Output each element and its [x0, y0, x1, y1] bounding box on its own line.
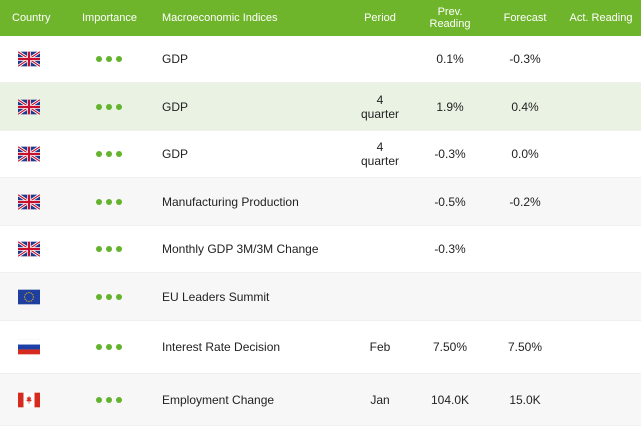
table-row[interactable]: GDP 4 quarter 1.9% 0.4%	[0, 83, 641, 131]
canada-flag-icon	[18, 392, 40, 407]
prev-reading-cell: -0.3%	[434, 242, 466, 256]
prev-reading-cell: 0.1%	[436, 52, 464, 66]
forecast-cell: 15.0K	[509, 392, 541, 407]
importance-dot	[116, 56, 122, 62]
table-row[interactable]: Employment Change Jan 104.0K 15.0K	[0, 374, 641, 426]
importance-dot	[96, 344, 102, 350]
forecast-cell: -0.2%	[509, 194, 541, 209]
period-cell: 4 quarter	[360, 92, 400, 121]
importance-dot	[106, 198, 112, 205]
indicator-name: Monthly GDP 3M/3M Change	[162, 242, 319, 256]
table-row[interactable]: GDP 4 quarter -0.3% 0.0%	[0, 131, 641, 178]
economic-calendar-table: Country Importance Macroeconomic Indices…	[0, 0, 641, 426]
importance-indicator	[96, 151, 122, 157]
importance-dot	[116, 396, 122, 403]
uk-flag-icon	[18, 241, 40, 257]
importance-indicator	[96, 293, 122, 300]
importance-dot	[116, 151, 122, 157]
uk-flag-icon	[18, 146, 40, 162]
importance-indicator	[96, 396, 122, 403]
russia-flag-icon	[18, 339, 40, 355]
header-country[interactable]: Country	[12, 12, 51, 24]
prev-reading-cell: 1.9%	[436, 99, 464, 114]
header-indices[interactable]: Macroeconomic Indices	[162, 12, 278, 24]
indicator-name: GDP	[162, 52, 189, 66]
importance-indicator	[96, 198, 122, 205]
table-row[interactable]: Interest Rate Decision Feb 7.50% 7.50%	[0, 321, 641, 374]
importance-dot	[106, 151, 112, 157]
table-row[interactable]: EU Leaders Summit	[0, 273, 641, 321]
prev-reading-cell: 104.0K	[430, 392, 470, 407]
importance-dot	[106, 246, 112, 252]
header-actual-reading[interactable]: Act. Reading	[569, 12, 633, 24]
importance-indicator	[96, 103, 122, 110]
period-cell: 4 quarter	[360, 140, 400, 168]
importance-dot	[96, 151, 102, 157]
importance-dot	[116, 246, 122, 252]
indicator-name: Interest Rate Decision	[162, 340, 281, 354]
indicator-name: Employment Change	[162, 392, 275, 407]
importance-dot	[106, 396, 112, 403]
importance-dot	[106, 293, 112, 300]
importance-dot	[96, 103, 102, 110]
importance-indicator	[96, 344, 122, 350]
indicator-name: Manufacturing Production	[162, 194, 299, 209]
forecast-cell: -0.3%	[509, 52, 541, 66]
forecast-cell: 0.4%	[511, 99, 539, 114]
importance-dot	[96, 198, 102, 205]
uk-flag-icon	[18, 99, 40, 114]
importance-dot	[96, 396, 102, 403]
table-row[interactable]: Manufacturing Production -0.5% -0.2%	[0, 178, 641, 226]
importance-dot	[106, 344, 112, 350]
table-row[interactable]: Monthly GDP 3M/3M Change -0.3%	[0, 226, 641, 273]
importance-dot	[96, 246, 102, 252]
importance-dot	[106, 103, 112, 110]
eu-flag-icon	[18, 289, 40, 304]
header-period[interactable]: Period	[364, 12, 396, 24]
prev-reading-cell: 7.50%	[432, 340, 468, 354]
indicator-name: GDP	[162, 147, 189, 161]
uk-flag-icon	[18, 51, 40, 67]
importance-indicator	[96, 246, 122, 252]
table-header: Country Importance Macroeconomic Indices…	[0, 0, 641, 36]
forecast-cell: 7.50%	[507, 340, 543, 354]
forecast-cell: 0.0%	[511, 147, 539, 161]
indicator-name: EU Leaders Summit	[162, 289, 270, 304]
importance-dot	[116, 293, 122, 300]
importance-dot	[116, 344, 122, 350]
header-forecast[interactable]: Forecast	[503, 12, 547, 24]
prev-reading-cell: -0.3%	[434, 147, 466, 161]
importance-indicator	[96, 56, 122, 62]
header-importance[interactable]: Importance	[82, 12, 138, 24]
importance-dot	[106, 56, 112, 62]
importance-dot	[116, 103, 122, 110]
period-cell: Feb	[369, 340, 391, 354]
table-row[interactable]: GDP 0.1% -0.3%	[0, 36, 641, 83]
importance-dot	[116, 198, 122, 205]
importance-dot	[96, 56, 102, 62]
prev-reading-cell: -0.5%	[434, 194, 466, 209]
period-cell: Jan	[370, 392, 390, 407]
indicator-name: GDP	[162, 99, 189, 114]
table-body: GDP 0.1% -0.3% GDP 4 quarter 1.9% 0.4% GDP 4 qua…	[0, 36, 641, 426]
importance-dot	[96, 293, 102, 300]
uk-flag-icon	[18, 194, 40, 209]
header-prev-reading[interactable]: Prev. Reading	[429, 6, 471, 30]
